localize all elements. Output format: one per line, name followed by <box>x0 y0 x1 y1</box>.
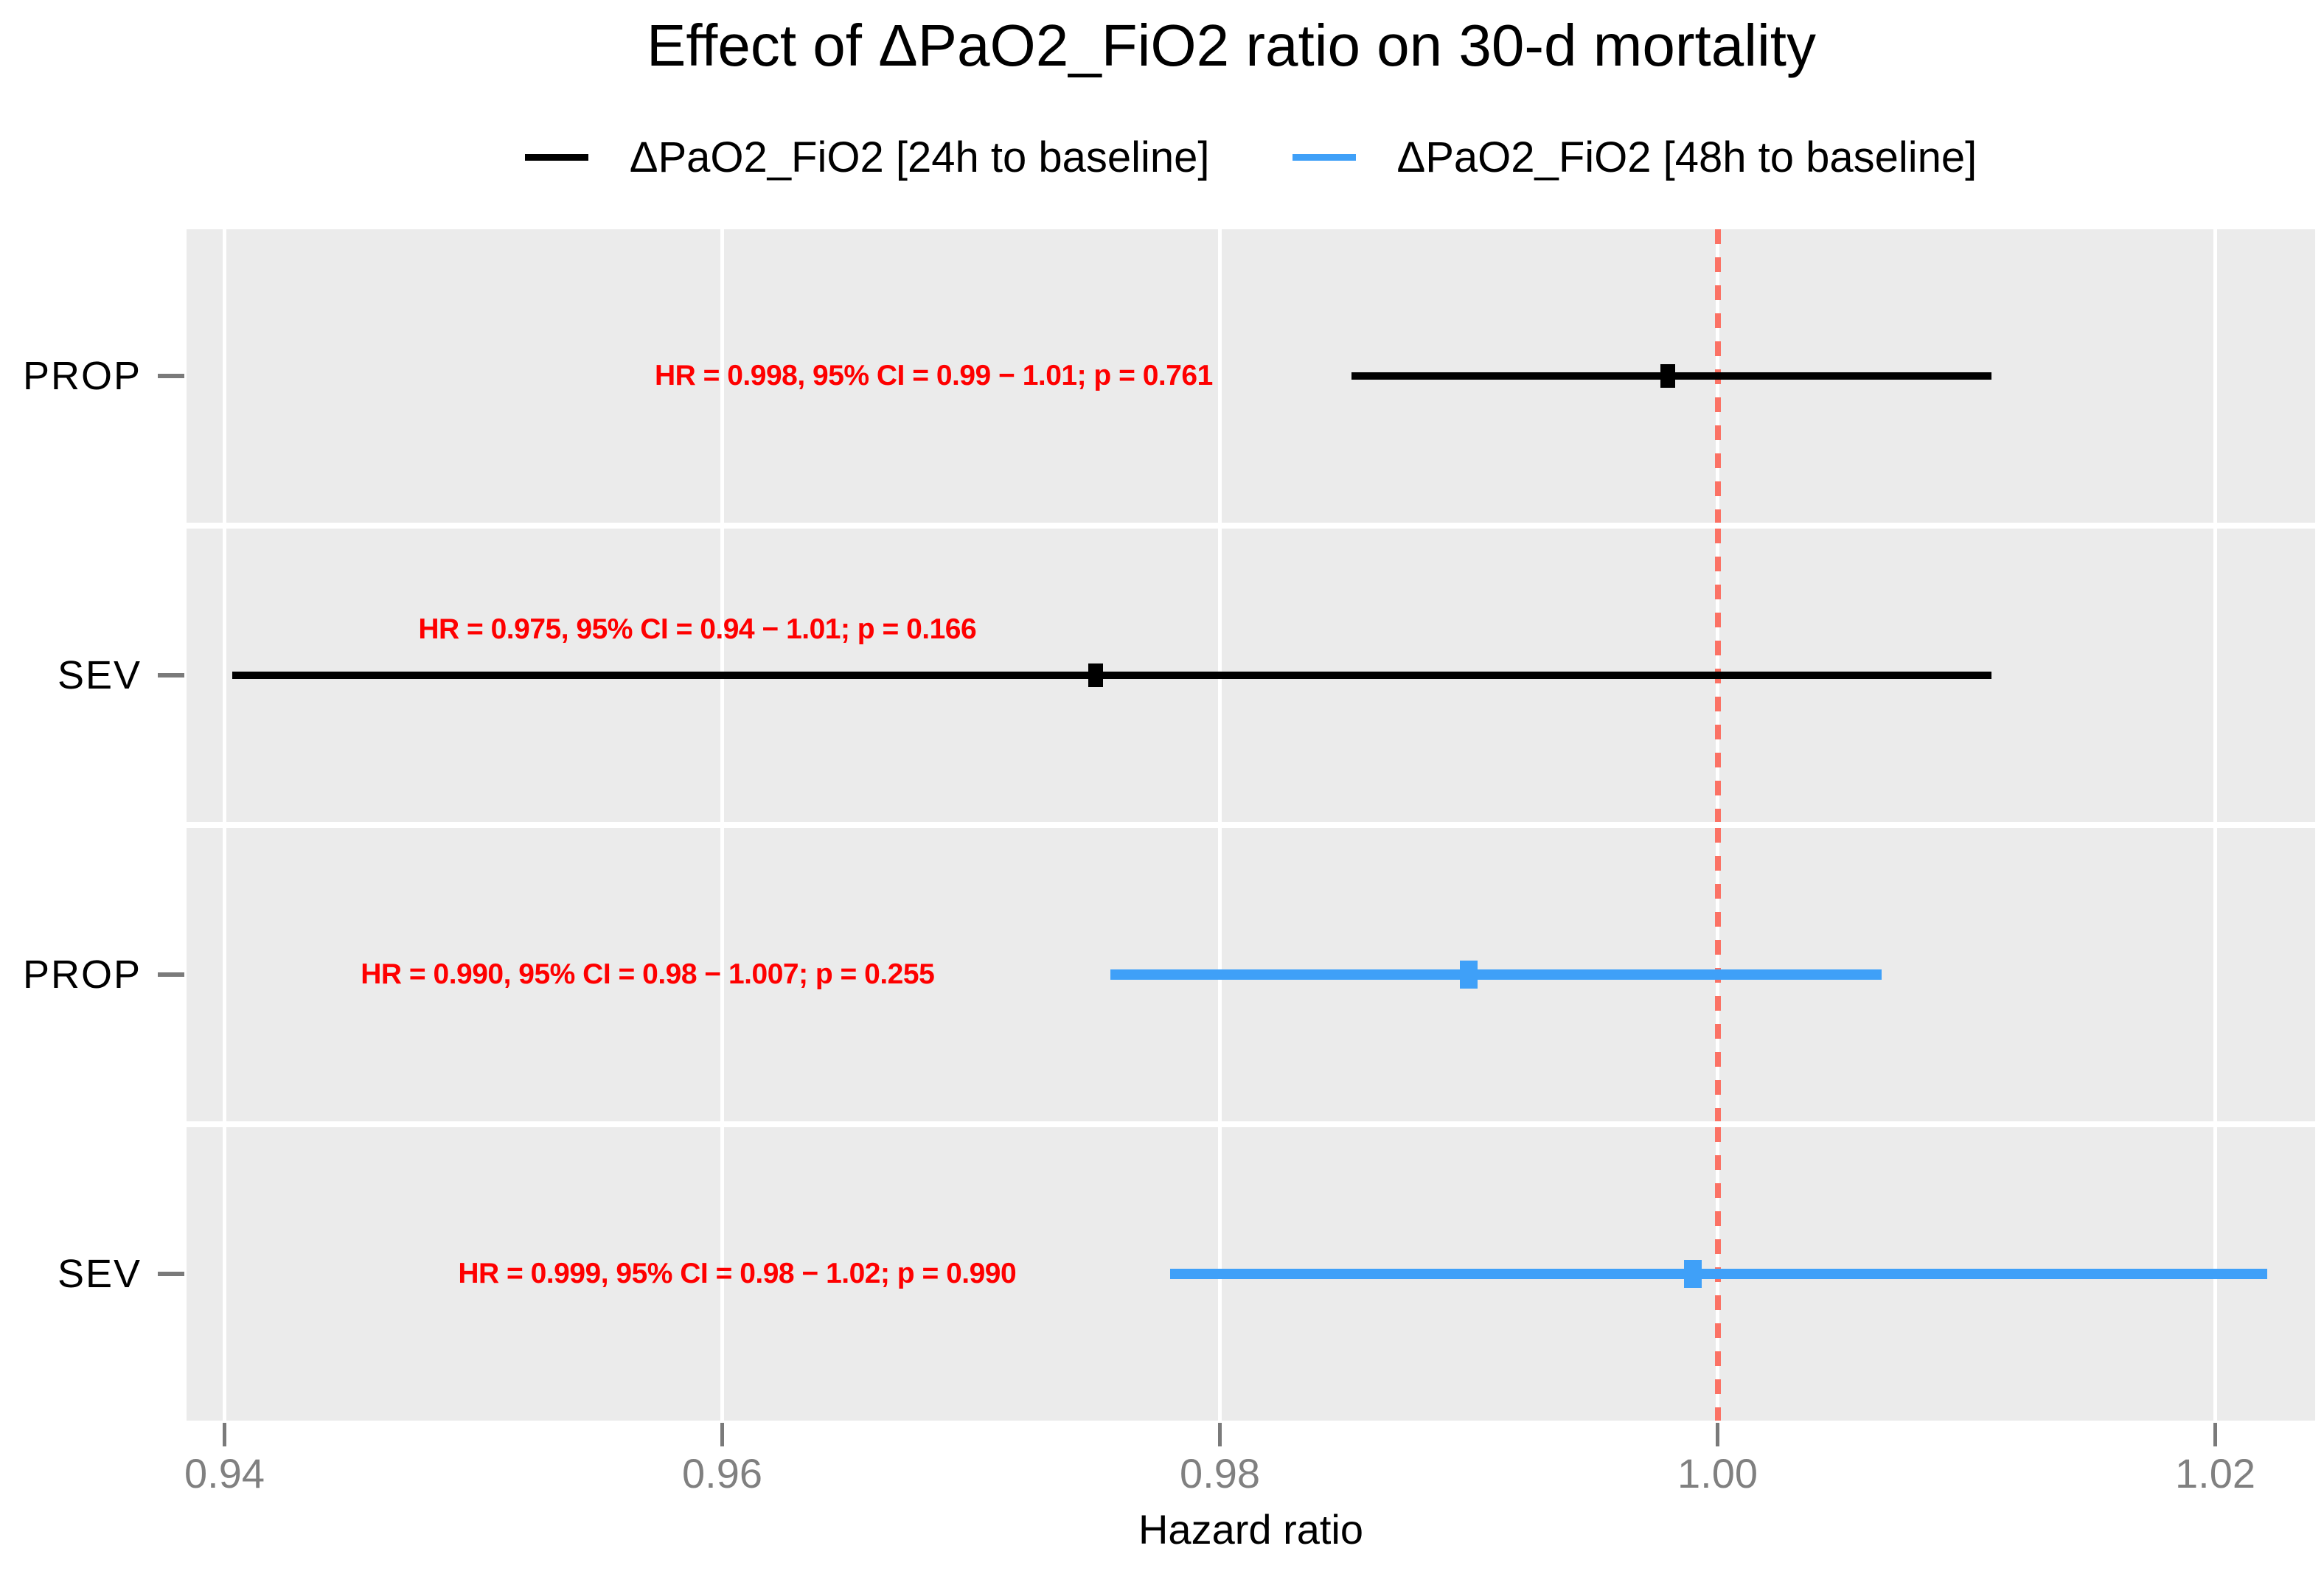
major-gridline <box>2213 828 2217 1121</box>
legend-label-48h: ΔPaO2_FiO2 [48h to baseline] <box>1396 133 1977 181</box>
x-tick <box>720 1423 724 1446</box>
y-tick <box>158 374 184 378</box>
x-axis-title: Hazard ratio <box>1138 1506 1364 1553</box>
major-gridline <box>720 828 724 1121</box>
y-axis-label: SEV <box>57 653 142 697</box>
ci-line <box>232 672 1991 679</box>
major-gridline <box>2213 229 2217 523</box>
hr-annotation: HR = 0.998, 95% CI = 0.99 − 1.01; p = 0.… <box>654 360 1213 391</box>
major-gridline <box>223 229 226 523</box>
point-estimate-marker <box>1660 364 1675 388</box>
y-axis-label: SEV <box>57 1252 142 1296</box>
x-tick-label: 0.98 <box>1180 1450 1260 1497</box>
y-tick <box>158 1272 184 1276</box>
x-tick <box>2213 1423 2217 1446</box>
legend-key-line-24h <box>524 153 588 161</box>
y-tick <box>158 673 184 677</box>
major-gridline <box>223 529 226 822</box>
x-tick <box>1218 1423 1222 1446</box>
ci-line <box>1170 1269 2268 1279</box>
chart-title: Effect of ΔPaO2_FiO2 ratio on 30-d morta… <box>646 13 1816 78</box>
facet-panel: HR = 0.975, 95% CI = 0.94 − 1.01; p = 0.… <box>187 529 2315 822</box>
major-gridline <box>1218 229 1222 523</box>
x-tick-label: 0.96 <box>682 1450 762 1497</box>
major-gridline <box>223 828 226 1121</box>
legend-label-24h: ΔPaO2_FiO2 [24h to baseline] <box>629 133 1210 181</box>
facet-panel: HR = 0.999, 95% CI = 0.98 − 1.02; p = 0.… <box>187 1127 2315 1421</box>
major-gridline <box>720 229 724 523</box>
major-gridline <box>720 1127 724 1421</box>
x-tick <box>1716 1423 1719 1446</box>
y-tick <box>158 972 184 977</box>
y-axis-label: PROP <box>22 952 142 997</box>
legend-item-48h: ΔPaO2_FiO2 [48h to baseline] <box>1292 133 1977 182</box>
major-gridline <box>223 1127 226 1421</box>
point-estimate-marker <box>1088 663 1103 687</box>
hr-annotation: HR = 0.990, 95% CI = 0.98 − 1.007; p = 0… <box>361 958 935 990</box>
hr-annotation: HR = 0.975, 95% CI = 0.94 − 1.01; p = 0.… <box>418 613 977 645</box>
point-estimate-marker <box>1460 961 1478 989</box>
legend-item-24h: ΔPaO2_FiO2 [24h to baseline] <box>524 133 1210 182</box>
x-tick-label: 0.94 <box>184 1450 265 1497</box>
x-tick <box>223 1423 226 1446</box>
x-tick-label: 1.00 <box>1677 1450 1758 1497</box>
point-estimate-marker <box>1683 1260 1702 1288</box>
major-gridline <box>2213 529 2217 822</box>
facet-panel: HR = 0.998, 95% CI = 0.99 − 1.01; p = 0.… <box>187 229 2315 523</box>
facet-panel: HR = 0.990, 95% CI = 0.98 − 1.007; p = 0… <box>187 828 2315 1121</box>
legend-key-line-48h <box>1292 153 1356 161</box>
hr-annotation: HR = 0.999, 95% CI = 0.98 − 1.02; p = 0.… <box>458 1258 1017 1289</box>
ci-line <box>1110 969 1882 980</box>
x-tick-label: 1.02 <box>2175 1450 2255 1497</box>
legend: ΔPaO2_FiO2 [24h to baseline] ΔPaO2_FiO2 … <box>187 116 2315 198</box>
y-axis-label: PROP <box>22 354 142 398</box>
